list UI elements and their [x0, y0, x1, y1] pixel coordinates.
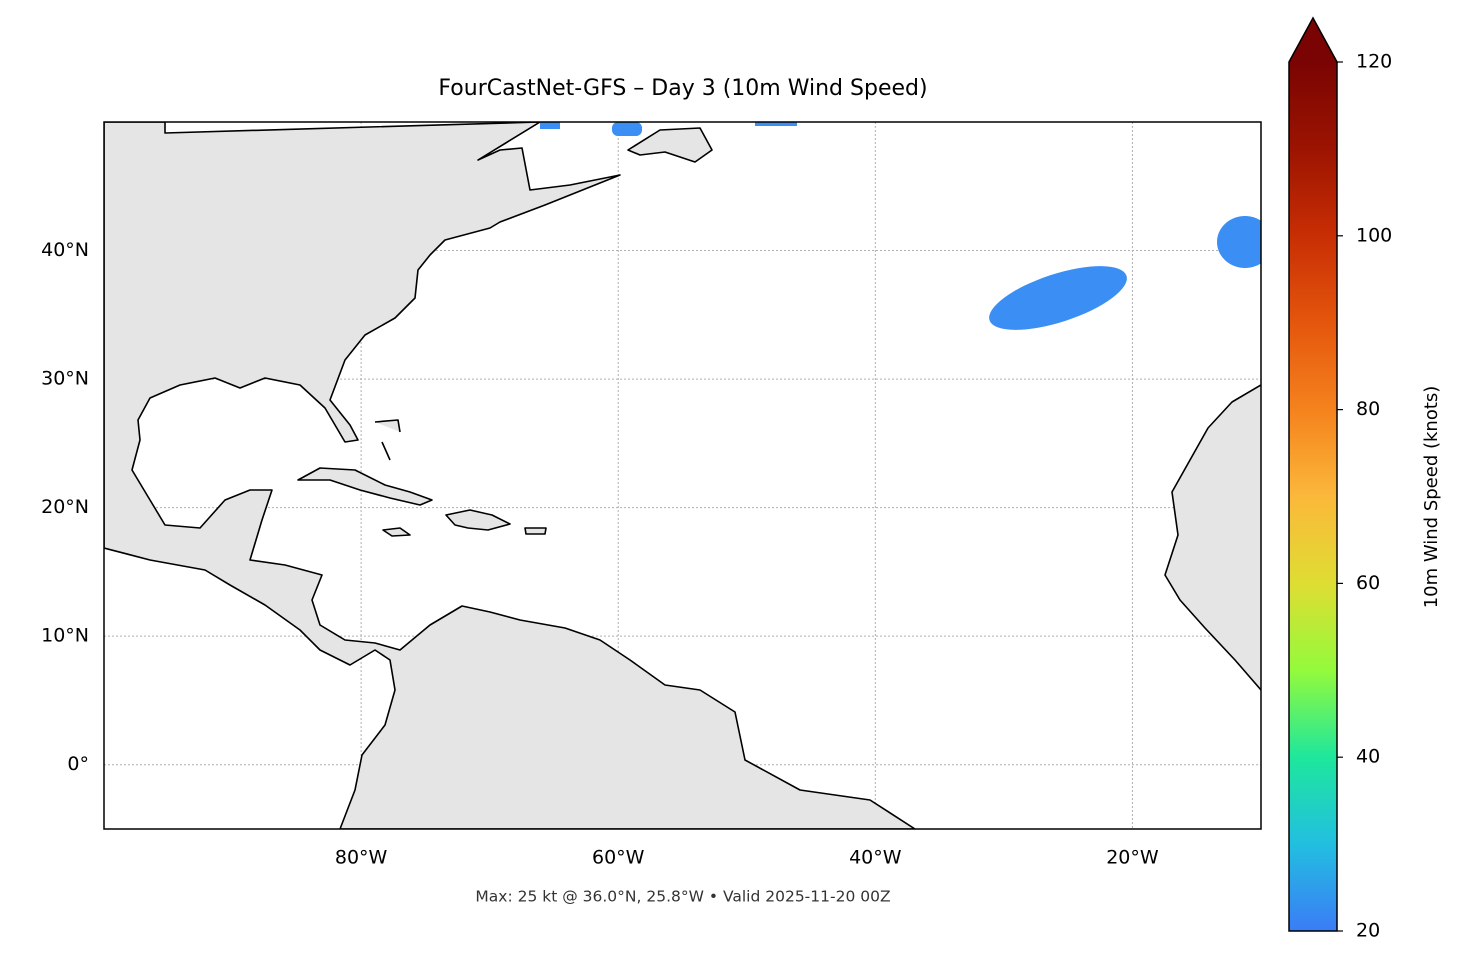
- colorbar-label: 10m Wind Speed (knots): [1421, 386, 1442, 609]
- wind-region: [540, 122, 560, 129]
- colorbar-outline: [1288, 16, 1338, 932]
- colorbar-tick-label: 40: [1356, 746, 1380, 768]
- x-tick-label: 80°W: [335, 847, 388, 869]
- x-tick-label: 60°W: [592, 847, 645, 869]
- footer-note: Max: 25 kt @ 36.0°N, 25.8°W • Valid 2025…: [475, 888, 890, 906]
- bahamas: [374, 419, 401, 461]
- colorbar-fill: [1289, 62, 1337, 931]
- y-tick-label: 10°N: [41, 625, 89, 647]
- y-tick-label: 20°N: [41, 496, 89, 518]
- colorbar-tick-label: 100: [1356, 224, 1392, 246]
- jamaica: [382, 527, 411, 537]
- colorbar-tick-label: 120: [1356, 51, 1392, 73]
- wind-region: [755, 122, 797, 126]
- cuba: [297, 467, 433, 506]
- wind-region: [989, 266, 1127, 330]
- puerto-rico: [524, 527, 547, 535]
- colorbar-tick-label: 20: [1356, 920, 1380, 942]
- hispaniola: [445, 509, 511, 531]
- y-tick-label: 30°N: [41, 368, 89, 390]
- colorbar: 20 40 60 80 100 120: [1288, 16, 1392, 942]
- colorbar-tick-label: 60: [1356, 572, 1380, 594]
- map-title: FourCastNet-GFS – Day 3 (10m Wind Speed): [438, 76, 927, 101]
- map-frame: [103, 121, 1262, 830]
- land-layer: [104, 122, 1261, 829]
- colorbar-tick-label: 80: [1356, 398, 1380, 420]
- y-tick-label: 40°N: [41, 239, 89, 261]
- colorbar-extend: [1289, 18, 1337, 62]
- x-tick-label: 20°W: [1106, 847, 1159, 869]
- americas: [104, 122, 916, 829]
- africa: [1164, 384, 1261, 691]
- y-tick-label: 0°: [67, 753, 89, 775]
- wind-region: [612, 122, 642, 136]
- wind-region: [1217, 216, 1261, 268]
- x-tick-label: 40°W: [849, 847, 902, 869]
- newfoundland: [627, 127, 713, 163]
